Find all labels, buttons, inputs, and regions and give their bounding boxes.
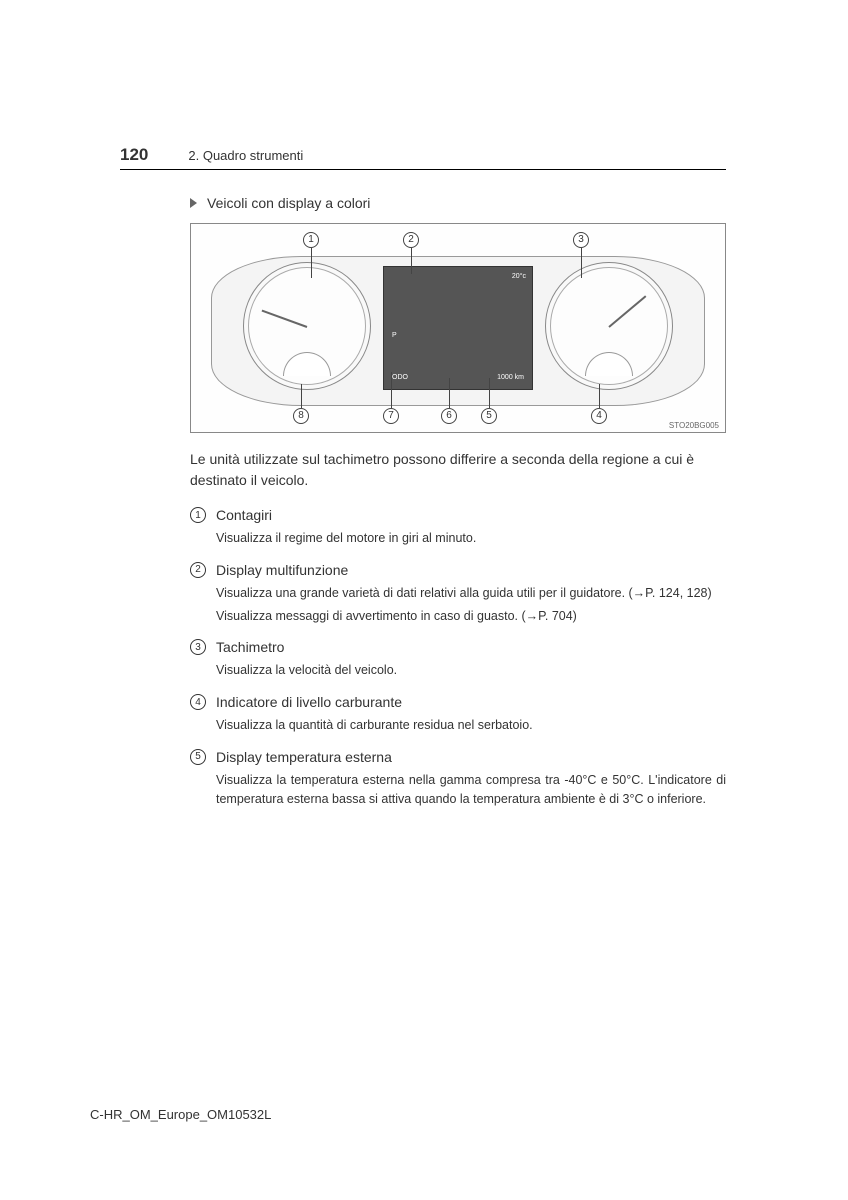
intro-text: Le unità utilizzate sul tachimetro posso… <box>190 449 726 491</box>
callout-line <box>599 384 600 408</box>
callout-4: 4 <box>591 408 607 424</box>
callout-line <box>301 384 302 408</box>
callout-line <box>411 248 412 274</box>
callout-8: 8 <box>293 408 309 424</box>
callout-line <box>391 372 392 408</box>
temp-gauge-icon <box>283 352 331 376</box>
item-title: Display temperatura esterna <box>216 749 392 765</box>
item-description: Visualizza la temperatura esterna nella … <box>216 771 726 809</box>
needle-icon <box>608 295 646 327</box>
item-3: 3 Tachimetro Visualizza la velocità del ve… <box>190 639 726 680</box>
item-number-badge: 5 <box>190 749 206 765</box>
callout-3: 3 <box>573 232 589 248</box>
item-5: 5 Display temperatura esterna Visualizza l… <box>190 749 726 809</box>
dial-inner <box>248 267 366 385</box>
display-odo-label: ODO <box>392 374 408 381</box>
item-description: Visualizza la velocità del veicolo. <box>216 661 726 680</box>
tachometer-dial-icon <box>243 262 371 390</box>
items-list: 1 Contagiri Visualizza il regime del motor… <box>190 507 726 808</box>
multi-info-display-icon: 20°c P ODO 1000 km <box>383 266 533 390</box>
item-header: 5 Display temperatura esterna <box>190 749 726 765</box>
item-4: 4 Indicatore di livello carburante Visuali… <box>190 694 726 735</box>
dial-inner <box>550 267 668 385</box>
footer-doc-id: C-HR_OM_Europe_OM10532L <box>90 1107 271 1122</box>
callout-line <box>581 248 582 278</box>
item-number-badge: 2 <box>190 562 206 578</box>
callout-2: 2 <box>403 232 419 248</box>
subtitle-text: Veicoli con display a colori <box>207 195 370 211</box>
callout-line <box>449 378 450 408</box>
callout-7: 7 <box>383 408 399 424</box>
speedometer-dial-icon <box>545 262 673 390</box>
callout-line <box>311 248 312 278</box>
callout-6: 6 <box>441 408 457 424</box>
bullet-triangle-icon <box>190 198 197 208</box>
needle-icon <box>262 310 308 328</box>
cluster-illustration: 20°c P ODO 1000 km 1 2 3 8 7 6 5 4 <box>203 236 713 420</box>
item-number-badge: 4 <box>190 694 206 710</box>
callout-1: 1 <box>303 232 319 248</box>
item-title: Contagiri <box>216 507 272 523</box>
subtitle-row: Veicoli con display a colori <box>190 195 726 211</box>
fuel-gauge-icon <box>585 352 633 376</box>
item-header: 4 Indicatore di livello carburante <box>190 694 726 710</box>
item-description: Visualizza una grande varietà di dati re… <box>216 584 726 603</box>
display-odo-value: 1000 km <box>497 374 524 381</box>
display-gear: P <box>392 332 397 339</box>
callout-line <box>489 378 490 408</box>
item-2: 2 Display multifunzione Visualizza una gra… <box>190 562 726 626</box>
callout-5: 5 <box>481 408 497 424</box>
item-description: Visualizza messaggi di avvertimento in c… <box>216 607 726 626</box>
item-1: 1 Contagiri Visualizza il regime del motor… <box>190 507 726 548</box>
item-description: Visualizza il regime del motore in giri … <box>216 529 726 548</box>
item-title: Indicatore di livello carburante <box>216 694 402 710</box>
item-title: Display multifunzione <box>216 562 348 578</box>
instrument-cluster-diagram: 20°c P ODO 1000 km 1 2 3 8 7 6 5 4 STO20 <box>190 223 726 433</box>
item-number-badge: 3 <box>190 639 206 655</box>
section-label: 2. Quadro strumenti <box>188 148 303 163</box>
item-header: 1 Contagiri <box>190 507 726 523</box>
item-header: 2 Display multifunzione <box>190 562 726 578</box>
item-description: Visualizza la quantità di carburante res… <box>216 716 726 735</box>
page-number: 120 <box>120 145 148 165</box>
page-header: 120 2. Quadro strumenti <box>120 145 726 170</box>
item-title: Tachimetro <box>216 639 284 655</box>
display-temp: 20°c <box>512 273 526 280</box>
diagram-code: STO20BG005 <box>669 421 719 430</box>
item-number-badge: 1 <box>190 507 206 523</box>
item-header: 3 Tachimetro <box>190 639 726 655</box>
content-area: Veicoli con display a colori 20°c P ODO <box>190 195 726 822</box>
